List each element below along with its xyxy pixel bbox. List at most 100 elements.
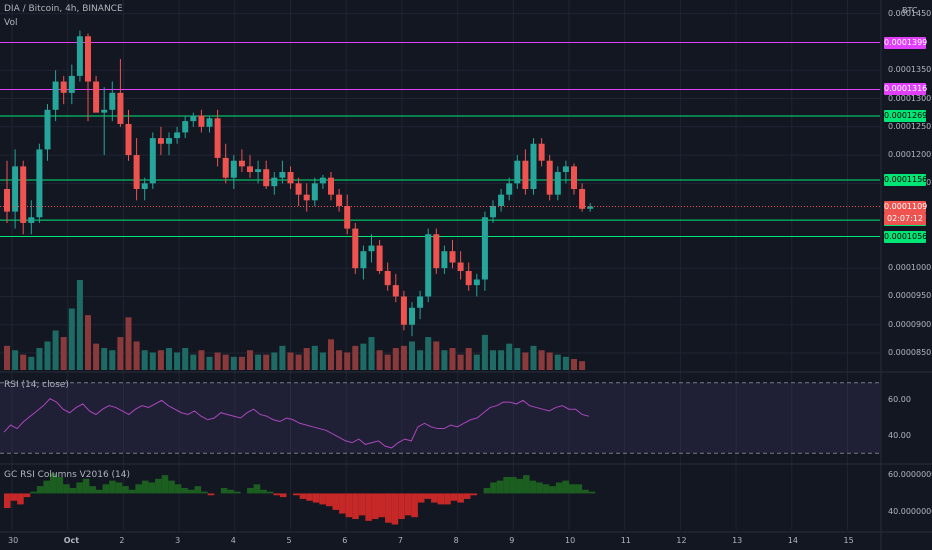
price-tick[interactable]: 0.0001350 [888,65,932,75]
candle-body [263,169,270,187]
volume-bar [157,350,164,370]
gc-column [516,478,524,494]
gc-column [260,489,267,494]
gc-column [293,493,300,496]
price-level-tag: 0.0001399 [884,36,928,49]
volume-bar [490,350,496,370]
gc-column [17,493,24,505]
volume-bar [166,348,172,370]
gc-column [483,487,491,494]
time-tick[interactable]: 3 [175,536,181,545]
price-level-tag: 0.0001156 [884,173,928,186]
gc-column [352,493,359,520]
volume-bar [149,352,156,370]
price-tick[interactable]: 0.0001300 [888,93,932,103]
time-tick[interactable]: 7 [397,536,403,545]
time-tick[interactable]: 15 [843,536,854,545]
price-tick[interactable]: 0.0000950 [888,291,932,301]
price-tick[interactable]: 0.0000900 [888,319,932,329]
volume-bar [409,341,415,370]
volume-bar [465,348,472,370]
candle-body [384,271,391,286]
candle-body [473,279,480,286]
gc-column [463,493,471,499]
gc-column [23,493,31,498]
rsi-tick[interactable]: 60.00 [888,395,911,405]
candle-body [392,285,399,297]
gc-column [148,482,156,494]
volume-bar [457,354,464,370]
gc-column [371,493,379,520]
volume-bars [4,280,586,370]
time-tick[interactable]: 5 [286,536,292,545]
price-tick[interactable]: 0.0001000 [888,263,932,273]
time-tick[interactable]: 14 [787,536,798,545]
time-tick[interactable]: 4 [230,536,236,545]
gc-column [385,493,392,523]
gc-column [109,480,116,494]
candle-body [157,138,164,144]
time-tick[interactable]: 13 [732,536,743,545]
candle-body [490,205,496,218]
time-tick[interactable]: 10 [565,536,576,545]
time-tick[interactable]: 8 [453,536,459,545]
time-tick[interactable]: 11 [620,536,631,545]
gc-rsi-columns-pane [4,473,596,525]
price-tick[interactable]: 0.0001200 [888,150,932,160]
volume-bar [247,350,253,370]
gc-column [509,476,517,494]
volume-bar [311,345,318,370]
gc-column [141,480,149,494]
candle-body [481,217,488,280]
volume-bar [303,348,310,370]
rsi-band [0,382,880,454]
volume-bar [392,348,399,370]
time-tick[interactable]: 30 [8,536,19,545]
candle-body [4,189,10,212]
candle-body [498,194,505,206]
candle-body [409,307,415,325]
time-tick[interactable]: 6 [342,536,348,545]
price-level-tag: 0.0001056 [884,230,928,243]
volume-bar [498,350,505,370]
price-level-tag: 0.0001269 [884,110,928,123]
volume-bar [425,337,432,370]
gc-column [155,478,162,494]
volume-bar [230,356,237,370]
gc-column [299,493,307,499]
candle-body [279,172,286,178]
gc-column [76,482,83,494]
time-tick[interactable]: 12 [676,536,687,545]
candle-body [546,160,553,195]
gc-column [30,491,37,494]
volume-bar [554,354,561,370]
gc-column [398,493,405,520]
gc-column [194,486,202,494]
volume-bar [28,356,35,370]
time-tick[interactable]: 9 [509,536,515,545]
gc-column [36,486,44,494]
gc-tick[interactable]: 40.0000000 [888,506,932,516]
price-tick[interactable]: 0.0001450 [888,8,932,18]
candle-body [174,132,181,139]
volume-bar [206,356,213,370]
candle-body [85,36,91,82]
price-tick[interactable]: 0.0000850 [888,348,932,358]
time-tick[interactable]: Oct [63,536,80,545]
gc-column [207,493,215,496]
candle-body [141,183,148,189]
price-tick[interactable]: 0.0001250 [888,121,932,131]
volume-bar [481,334,488,370]
gc-column [273,493,280,496]
candle-body [133,155,140,189]
gc-tick[interactable]: 60.0000000 [888,470,932,480]
volume-bar [76,280,83,370]
rsi-tick[interactable]: 40.00 [888,430,911,440]
gc-column [496,480,504,494]
volume-bar [360,343,367,370]
volume-bar [182,348,189,370]
gc-column [266,491,274,494]
time-tick[interactable]: 2 [119,536,125,545]
